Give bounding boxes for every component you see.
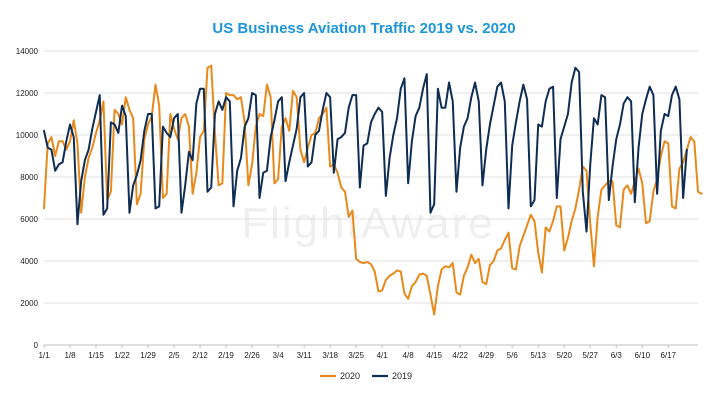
y-tick-label: 6000 [20,215,38,224]
legend-label-2019: 2019 [392,371,412,381]
x-tick-label: 1/1 [38,351,50,360]
x-tick-label: 1/15 [88,351,104,360]
x-tick-label: 3/11 [297,351,313,360]
x-tick-label: 2/26 [244,351,260,360]
y-tick-label: 2000 [20,299,38,308]
x-tick-label: 4/29 [478,351,494,360]
x-tick-label: 5/13 [530,351,546,360]
x-tick-label: 4/22 [452,351,468,360]
legend: 2020 2019 [320,371,412,381]
x-tick-label: 5/27 [582,351,598,360]
x-tick-label: 6/17 [660,351,676,360]
x-tick-label: 5/6 [507,351,519,360]
x-tick-label: 1/8 [64,351,76,360]
x-tick-label: 6/10 [634,351,650,360]
x-tick-label: 2/5 [168,351,180,360]
x-tick-label: 6/3 [611,351,623,360]
chart-title: US Business Aviation Traffic 2019 vs. 20… [212,20,515,37]
x-tick-label: 3/25 [348,351,364,360]
series-line-2020 [43,64,703,316]
y-tick-label: 0 [34,341,39,350]
x-tick-label: 3/18 [322,351,338,360]
axes: 0 2000 4000 6000 8000 10000 12000 14000 1/1 1/8 1/… [16,47,698,360]
x-tick-label: 4/15 [426,351,442,360]
x-tick-label: 4/8 [403,351,415,360]
x-tick-label: 2/12 [192,351,208,360]
series-lines [43,64,703,316]
y-tick-label: 10000 [16,131,39,140]
flightaware-watermark: FlightAware [241,199,495,248]
x-tick-label: 3/4 [273,351,285,360]
y-tick-label: 12000 [16,89,39,98]
series-line-2019 [43,66,688,233]
x-tick-label: 4/1 [377,351,389,360]
x-tick-label: 1/22 [114,351,130,360]
x-tick-label: 5/20 [556,351,572,360]
legend-label-2020: 2020 [340,371,360,381]
y-tick-label: 14000 [16,47,39,56]
x-tick-label: 1/29 [140,351,156,360]
y-tick-label: 4000 [20,257,38,266]
y-tick-label: 8000 [20,173,38,182]
x-tick-label: 2/19 [218,351,234,360]
